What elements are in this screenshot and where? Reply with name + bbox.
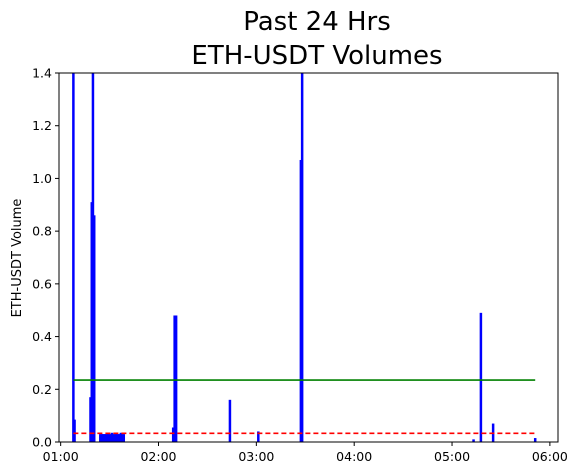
x-tick-label: 01:00 xyxy=(43,449,79,464)
volume-bar-15 xyxy=(112,434,115,442)
volume-bar-31 xyxy=(479,312,483,442)
y-tick-label: 0.4 xyxy=(32,329,52,344)
y-tick-label: 1.0 xyxy=(32,171,52,186)
volume-bar-29 xyxy=(300,73,304,442)
chart-title-line1: Past 24 Hrs xyxy=(243,7,391,37)
volume-bar-25 xyxy=(174,315,178,442)
volume-bar-13 xyxy=(109,434,112,442)
volume-bar-10 xyxy=(104,434,108,442)
volume-bar-8 xyxy=(101,434,105,442)
volume-bar-5 xyxy=(92,215,96,442)
volume-bar-24 xyxy=(173,315,176,442)
y-tick-label: 0.0 xyxy=(32,435,52,450)
volume-bar-17 xyxy=(115,432,118,442)
y-tick-label: 0.2 xyxy=(32,382,52,397)
volume-bar-23 xyxy=(171,427,175,442)
volume-bar-33 xyxy=(533,438,537,442)
x-axis-ticks: 01:00 02:00 03:00 04:00 05:00 06:00 xyxy=(43,442,568,464)
reference-lines xyxy=(73,379,536,435)
volume-bar-6 xyxy=(99,434,102,442)
volume-bar-20 xyxy=(119,432,123,442)
volume-bar-19 xyxy=(118,434,121,442)
chart-title-line2: ETH-USDT Volumes xyxy=(191,41,442,71)
volume-bar-28 xyxy=(299,159,303,442)
volume-bar-7 xyxy=(100,434,104,442)
volume-bar-16 xyxy=(113,434,117,442)
volume-bar-0 xyxy=(72,73,75,442)
volume-bar-22 xyxy=(122,434,126,442)
y-tick-label: 0.8 xyxy=(32,224,52,239)
x-tick-label: 05:00 xyxy=(434,449,470,464)
x-tick-label: 06:00 xyxy=(532,449,568,464)
volume-bar-18 xyxy=(116,434,120,442)
y-axis-ticks: 0.0 0.2 0.4 0.6 0.8 1.0 1.2 1.4 xyxy=(32,66,59,450)
volume-bar-26 xyxy=(228,399,232,442)
y-tick-label: 1.4 xyxy=(32,66,52,81)
x-tick-label: 02:00 xyxy=(140,449,176,464)
y-axis-label: ETH-USDT Volume xyxy=(10,199,25,318)
volume-bar-4 xyxy=(91,73,95,442)
volume-bar-11 xyxy=(106,432,109,442)
y-tick-label: 0.6 xyxy=(32,276,52,291)
volume-bar-14 xyxy=(110,432,114,442)
y-tick-label: 1.2 xyxy=(32,118,52,133)
volume-bar-21 xyxy=(121,434,124,442)
volume-bar-27 xyxy=(257,431,260,442)
x-tick-label: 04:00 xyxy=(336,449,372,464)
bars-group xyxy=(72,73,537,442)
x-tick-label: 03:00 xyxy=(238,449,274,464)
volume-bar-30 xyxy=(472,439,475,442)
volume-bar-2 xyxy=(89,397,92,442)
volume-bar-1 xyxy=(73,419,76,442)
plot-frame xyxy=(58,72,559,443)
volume-bar-12 xyxy=(107,434,111,442)
volume-bar-9 xyxy=(103,434,106,442)
